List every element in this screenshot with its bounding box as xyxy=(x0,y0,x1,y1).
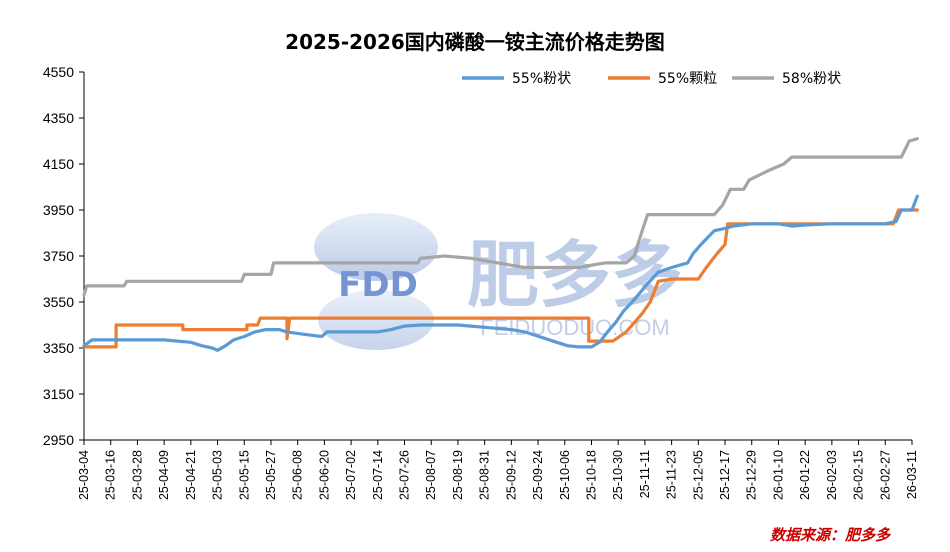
x-tick-label: 25-08-19 xyxy=(451,450,465,500)
x-tick-label: 25-06-08 xyxy=(291,450,305,500)
x-tick-label: 25-05-27 xyxy=(264,450,278,500)
x-tick-label: 25-07-26 xyxy=(398,450,412,500)
x-tick-label: 25-07-14 xyxy=(371,450,385,500)
x-tick-label: 25-05-15 xyxy=(237,450,251,500)
y-tick-label: 2950 xyxy=(43,432,74,448)
x-tick-label: 25-03-16 xyxy=(104,450,118,500)
watermark-logo: FDD xyxy=(338,265,418,305)
legend: 55%粉状 55%颗粒 58%粉状 xyxy=(462,71,841,87)
x-tick-label: 25-07-02 xyxy=(344,450,358,500)
x-tick-label: 25-10-30 xyxy=(611,450,625,500)
watermark-name: 肥多多 xyxy=(467,233,683,317)
watermark-cloud-bottom xyxy=(318,290,434,350)
series-line-58%粉状 xyxy=(82,137,919,297)
series-group xyxy=(82,137,919,352)
legend-label: 55%颗粒 xyxy=(658,71,717,87)
x-tick-label: 25-05-03 xyxy=(211,450,225,500)
x-axis: 25-03-04 25-03-16 25-03-28 25-04-09 25-04-21… xyxy=(77,439,919,500)
chart-title: 2025-2026国内磷酸一铵主流价格走势图 xyxy=(285,30,665,54)
x-tick-label: 25-04-09 xyxy=(157,450,171,500)
legend-label: 58%粉状 xyxy=(782,71,841,87)
x-tick-label: 25-03-04 xyxy=(77,450,91,500)
series-line-55%粉状 xyxy=(82,194,919,352)
x-tick-label: 25-11-23 xyxy=(665,450,679,499)
y-tick-label: 3350 xyxy=(43,340,74,356)
x-tick-label: 26-01-22 xyxy=(798,450,812,500)
x-tick-label: 26-02-27 xyxy=(878,450,892,500)
y-tick-label: 3550 xyxy=(43,294,74,310)
x-tick-label: 25-04-21 xyxy=(184,450,198,500)
y-tick-label: 3150 xyxy=(43,386,74,402)
y-tick-label: 4550 xyxy=(43,64,74,80)
x-tick-label: 26-02-03 xyxy=(825,450,839,500)
x-tick-label: 26-01-10 xyxy=(771,450,785,500)
y-tick-label: 3750 xyxy=(43,248,74,264)
x-tick-label: 25-12-17 xyxy=(718,450,732,500)
x-tick-label: 26-02-15 xyxy=(852,450,866,500)
x-tick-label: 25-12-29 xyxy=(745,450,759,500)
x-tick-label: 26-03-11 xyxy=(905,450,919,499)
legend-label: 55%粉状 xyxy=(512,71,571,87)
source-note: 数据来源：肥多多 xyxy=(770,526,891,544)
x-tick-label: 25-11-11 xyxy=(638,450,652,498)
series-line-55%颗粒 xyxy=(82,208,919,349)
x-tick-label: 25-12-05 xyxy=(691,450,705,500)
y-tick-label: 4350 xyxy=(43,110,74,126)
x-tick-label: 25-09-12 xyxy=(504,450,518,500)
y-axis: 2950 3150 3350 3550 3750 3950 4150 4350 4550 xyxy=(43,64,85,448)
y-tick-label: 4150 xyxy=(43,156,74,172)
y-tick-label: 3950 xyxy=(43,202,74,218)
x-tick-label: 25-10-18 xyxy=(584,450,598,500)
x-tick-label: 25-08-31 xyxy=(478,450,492,500)
x-tick-label: 25-10-06 xyxy=(558,450,572,500)
x-tick-label: 25-09-24 xyxy=(531,450,545,500)
x-tick-label: 25-08-07 xyxy=(424,450,438,500)
x-tick-label: 25-03-28 xyxy=(130,450,144,500)
x-tick-label: 25-06-20 xyxy=(317,450,331,500)
